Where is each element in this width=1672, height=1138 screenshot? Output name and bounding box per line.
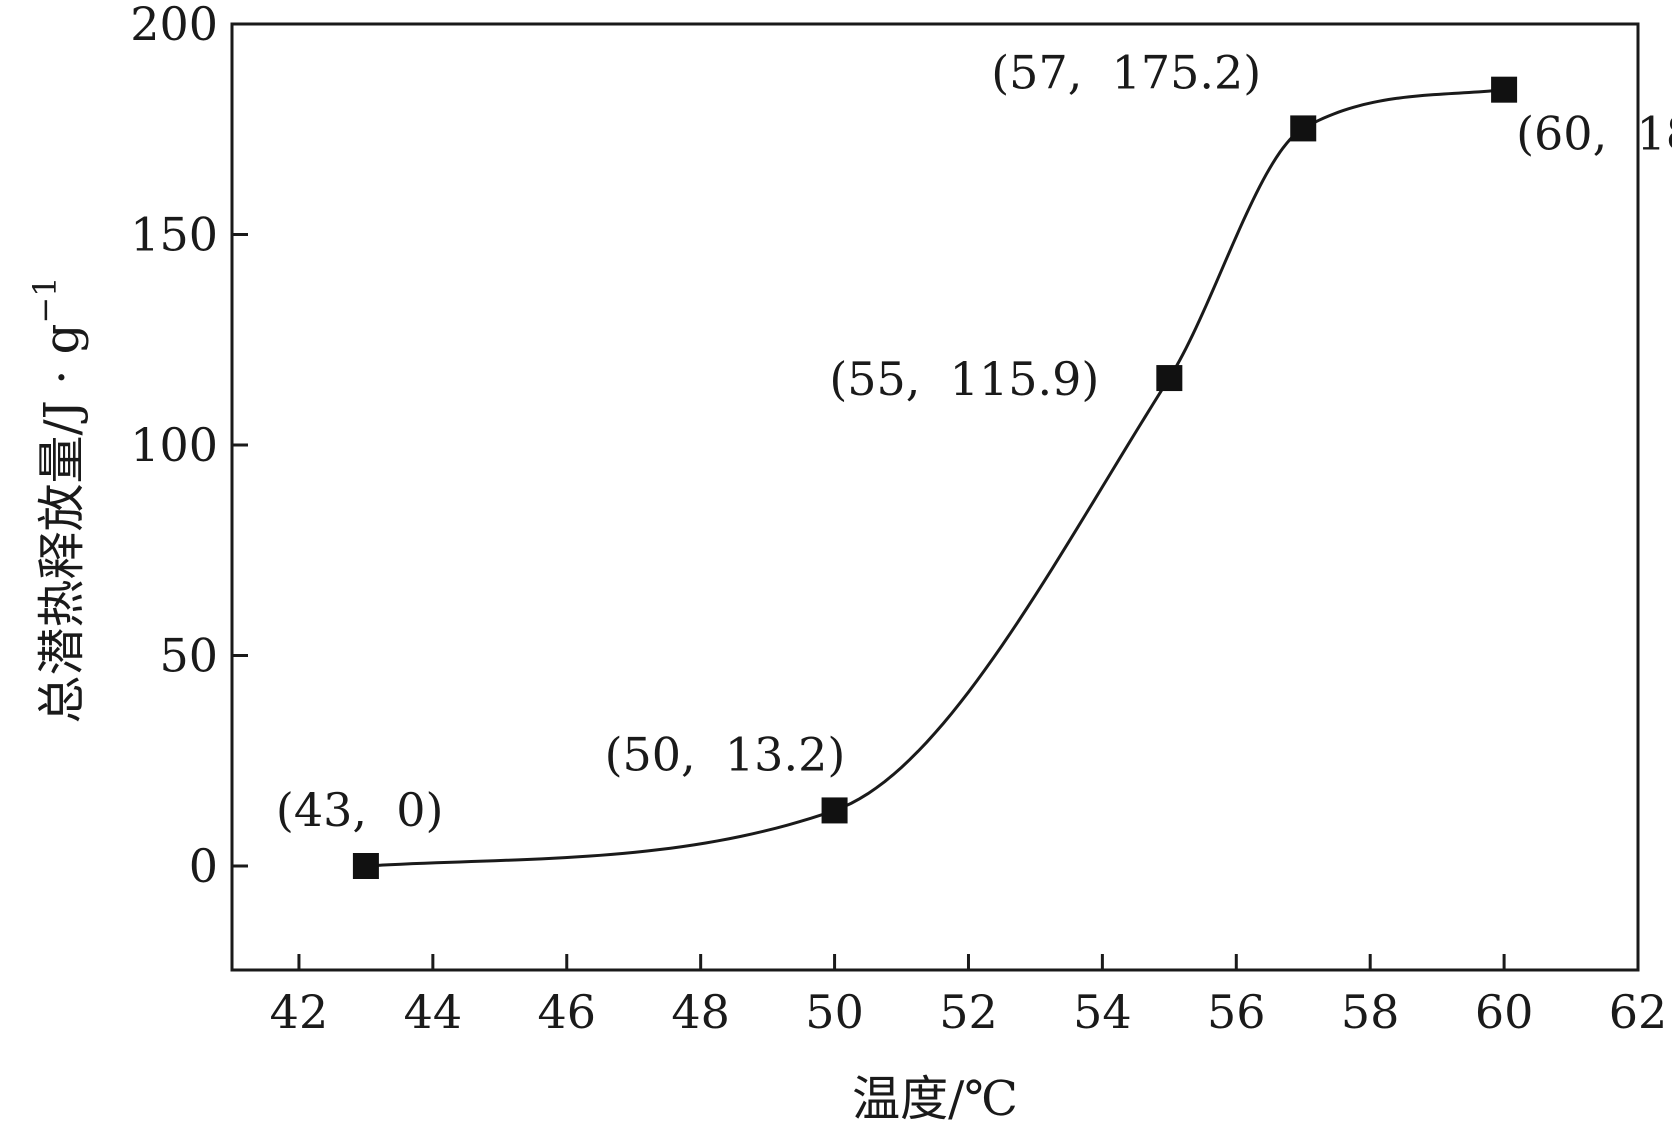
data-point <box>1290 115 1317 142</box>
data-label: (57, 175.2) <box>991 45 1261 99</box>
y-axis: 0 50 100 150 200 <box>130 0 248 893</box>
data-label: (55, 115.9) <box>829 352 1099 406</box>
x-tick-label: 62 <box>1609 985 1668 1039</box>
y-tick-label: 0 <box>189 839 218 893</box>
x-tick-label: 60 <box>1475 985 1534 1039</box>
x-axis: 42 44 46 48 50 52 54 56 58 60 62 <box>270 954 1668 1039</box>
data-label: (43, 0) <box>276 783 444 837</box>
y-axis-label-group: 总潜热释放量/J · g−1 <box>26 276 90 723</box>
y-axis-label: 总潜热释放量/J · g−1 <box>26 276 90 723</box>
data-point <box>352 853 379 879</box>
x-tick-label: 48 <box>671 985 730 1039</box>
y-tick-label: 50 <box>159 629 218 683</box>
y-axis-label-main: 总潜热释放量/J · g <box>34 324 90 724</box>
data-label: (50, 13.2) <box>605 727 846 781</box>
y-axis-label-superscript: −1 <box>26 276 64 323</box>
x-tick-label: 54 <box>1073 985 1132 1039</box>
y-tick-label: 100 <box>130 418 218 472</box>
x-tick-label: 50 <box>805 985 864 1039</box>
x-tick-label: 56 <box>1207 985 1266 1039</box>
x-tick-label: 44 <box>404 985 463 1039</box>
series-markers <box>352 76 1518 879</box>
plot-frame <box>230 22 1640 972</box>
series-curve <box>365 88 1505 868</box>
y-tick-label: 150 <box>130 208 218 262</box>
x-tick-label: 58 <box>1341 985 1400 1039</box>
x-axis-label: 温度/℃ <box>852 1071 1018 1127</box>
y-tick-label: 200 <box>130 0 218 51</box>
x-tick-label: 42 <box>270 985 329 1039</box>
x-tick-label: 52 <box>939 985 998 1039</box>
data-point <box>1491 76 1518 103</box>
x-tick-label: 46 <box>537 985 596 1039</box>
data-label: (60, 184.4) <box>1516 107 1672 161</box>
data-point <box>1156 365 1183 392</box>
data-point <box>821 797 848 824</box>
data-labels: (43, 0) (50, 13.2) (55, 115.9) (57, 175.2) (… <box>276 45 1672 837</box>
